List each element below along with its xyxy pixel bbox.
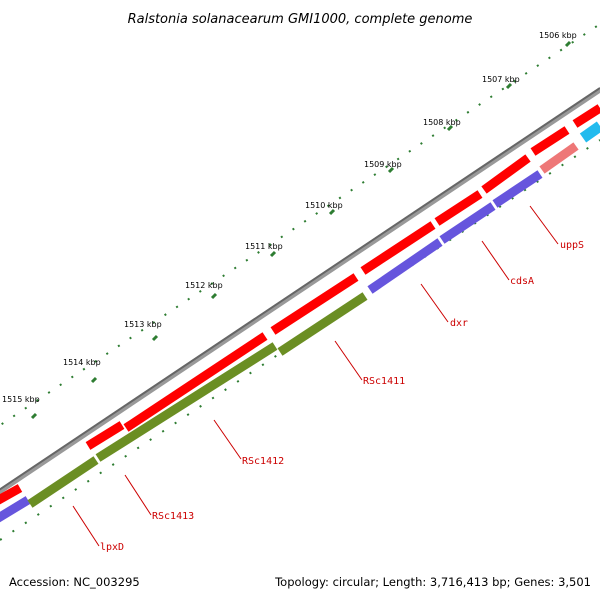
ruler-major-ticks	[30, 40, 572, 420]
major-tick	[387, 166, 395, 174]
tick-labels: 1506 kbp 1507 kbp 1508 kbp 1509 kbp 1510…	[2, 31, 577, 404]
major-tick	[564, 40, 572, 48]
gene-label-rsc1413: RSc1413	[152, 511, 194, 522]
gene-labels: uppS cdsA dxr RSc1411 RSc1412 RSc1413 lp…	[100, 240, 584, 553]
tick-label: 1507 kbp	[482, 75, 520, 84]
tick-label: 1511 kbp	[245, 242, 283, 251]
accession-text: Accession: NC_003295	[9, 575, 140, 589]
gene-feature	[95, 342, 278, 462]
gene-feature	[367, 238, 443, 294]
forward-strand	[0, 104, 600, 505]
topology-text: Topology: circular; Length: 3,716,413 bp…	[274, 575, 591, 589]
tick-label: 1515 kbp	[2, 395, 40, 404]
major-tick	[210, 292, 218, 300]
major-tick	[90, 376, 98, 384]
tick-label: 1509 kbp	[364, 160, 402, 169]
major-tick	[151, 334, 159, 342]
gene-label-cdsa: cdsA	[510, 276, 534, 287]
genome-backbone-edge	[0, 87, 600, 491]
rna-feature	[579, 121, 600, 143]
map-title: Ralstonia solanacearum GMI1000, complete…	[128, 12, 473, 27]
gene-label-lpxd: lpxD	[100, 542, 124, 553]
leader-line	[481, 240, 510, 281]
leader-line	[213, 419, 242, 460]
major-tick	[505, 82, 513, 90]
gene-feature	[439, 202, 496, 244]
major-tick	[30, 412, 38, 420]
leader-line	[72, 505, 100, 547]
major-tick	[328, 208, 336, 216]
gene-feature	[123, 332, 268, 432]
tick-label: 1508 kbp	[423, 118, 461, 127]
leader-line	[420, 283, 449, 323]
tick-label: 1510 kbp	[305, 201, 343, 210]
gene-feature	[0, 496, 31, 523]
gene-label-upps: uppS	[560, 240, 584, 251]
leader-line	[334, 340, 363, 381]
gene-feature	[270, 273, 359, 335]
major-tick	[446, 124, 454, 132]
gene-label-rsc1411: RSc1411	[363, 376, 405, 387]
leader-line	[529, 205, 559, 245]
gene-feature	[277, 292, 368, 356]
tick-label: 1512 kbp	[185, 281, 223, 290]
gene-feature	[481, 154, 531, 194]
gene-label-dxr: dxr	[450, 318, 468, 329]
gene-feature	[434, 190, 483, 226]
gene-feature	[360, 221, 436, 275]
reverse-strand	[0, 121, 600, 523]
gene-feature	[572, 104, 600, 128]
major-tick	[269, 250, 277, 258]
gene-label-rsc1412: RSc1412	[242, 456, 284, 467]
genome-backbone	[0, 87, 600, 495]
gene-feature	[0, 484, 23, 505]
gene-feature	[27, 456, 99, 508]
gene-label-leaders	[72, 205, 559, 547]
gene-feature	[530, 126, 570, 156]
gene-feature	[539, 142, 579, 174]
gene-feature	[85, 421, 125, 450]
leader-line	[124, 474, 152, 516]
tick-label: 1514 kbp	[63, 358, 101, 367]
tick-label: 1513 kbp	[124, 320, 162, 329]
gene-feature	[492, 170, 543, 208]
tick-label: 1506 kbp	[539, 31, 577, 40]
